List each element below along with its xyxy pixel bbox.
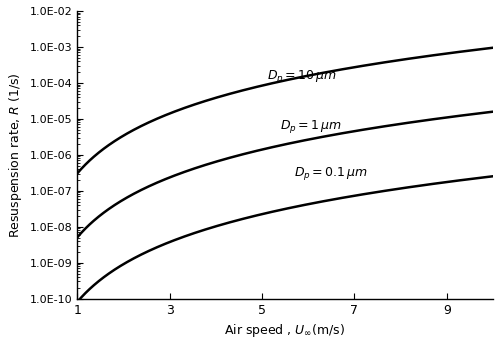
Text: $D_p =0.1\,\mu m$: $D_p =0.1\,\mu m$ <box>294 165 368 182</box>
Text: $D_p =1\,\mu m$: $D_p =1\,\mu m$ <box>280 118 342 135</box>
Y-axis label: Resuspension rate, $\mathit{R}$ (1/s): Resuspension rate, $\mathit{R}$ (1/s) <box>7 72 24 238</box>
Text: $D_p =10\,\mu m$: $D_p =10\,\mu m$ <box>266 68 336 85</box>
X-axis label: Air speed , $\mathit{U}_{\infty}$(m/s): Air speed , $\mathit{U}_{\infty}$(m/s) <box>224 322 346 339</box>
